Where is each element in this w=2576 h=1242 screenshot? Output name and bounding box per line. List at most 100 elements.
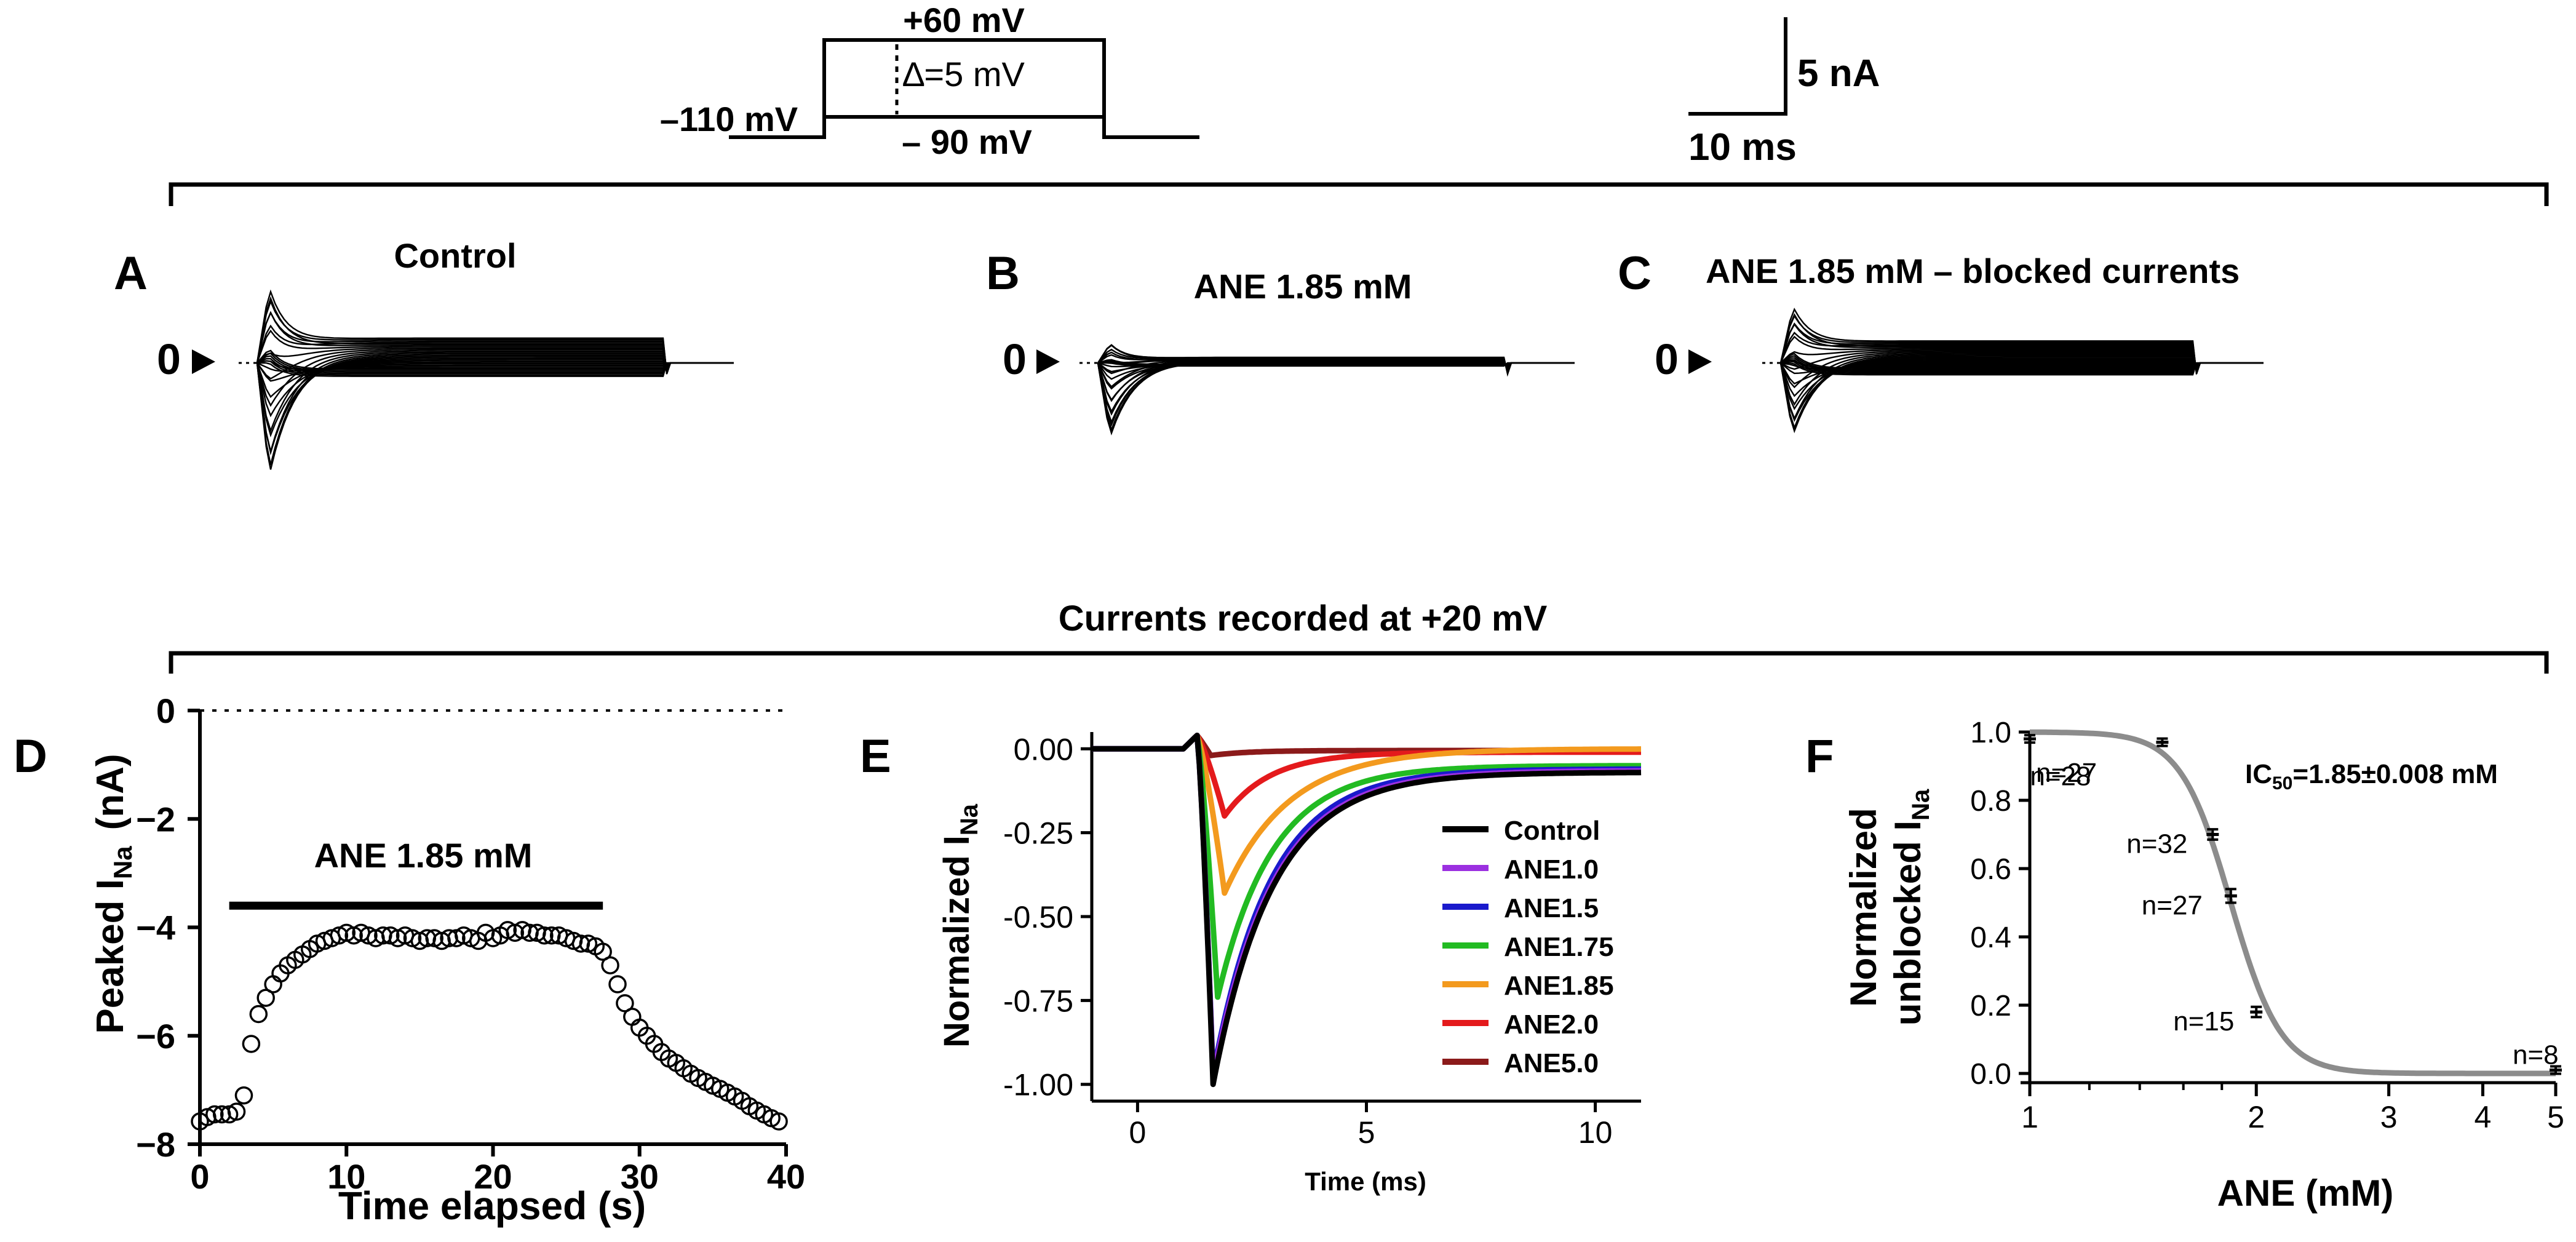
trace-c-trace	[1779, 335, 2264, 375]
trace-b-trace	[1097, 360, 1575, 434]
trace-c-trace	[1779, 354, 2264, 421]
zero-arrow-b	[1036, 349, 1060, 374]
panel-b-title: ANE 1.85 mM	[1194, 267, 1412, 306]
zero-marker-a: 0	[157, 335, 215, 383]
chart-f-xlabel: ANE (mM)	[2217, 1172, 2394, 1214]
chart-f: Normalized unblocked INa ANE (mM) IC50=1…	[1843, 717, 2564, 1214]
chart-d-xtick-label: 30	[621, 1157, 659, 1196]
scale-bar-current: 5 nA	[1797, 52, 1880, 95]
chart-e-legend-label: ANE1.5	[1504, 893, 1599, 923]
trace-c-trace	[1779, 355, 2264, 430]
panel-letter-d: D	[14, 730, 47, 782]
chart-f-ytick-label: 0.0	[1970, 1058, 2011, 1091]
chart-f-n-label: n=27	[2142, 890, 2203, 920]
chart-d-point	[594, 942, 612, 961]
trace-c-trace	[1779, 357, 2264, 431]
chart-f-n-label: n=27	[2036, 758, 2097, 788]
chart-e-ylabel-sub: Na	[956, 803, 983, 835]
chart-f-xtick-label: 5	[2547, 1100, 2564, 1134]
chart-f-ylabel-line2-main: unblocked I	[1887, 821, 1928, 1025]
chart-d-ytick-label: 0	[156, 691, 175, 730]
trace-c-trace	[1780, 355, 2264, 371]
chart-d-point	[608, 975, 627, 993]
trace-c-trace	[1781, 362, 2264, 376]
chart-d-point	[769, 1112, 788, 1131]
chart-f-ytick-label: 0.2	[1970, 990, 2011, 1022]
trace-c-trace	[1780, 350, 2264, 373]
panel-letter-f: F	[1805, 730, 1834, 782]
chart-d-point	[249, 1005, 268, 1024]
zero-label-c: 0	[1655, 335, 1679, 383]
chart-f-n-label: n=28	[2030, 762, 2091, 792]
traces-panel-b	[1079, 344, 1575, 436]
chart-f-n-label: n=8	[2513, 1040, 2559, 1070]
chart-d-xtick-label: 20	[474, 1157, 512, 1196]
trace-c-trace	[1780, 360, 2264, 375]
trace-a-trace	[256, 350, 734, 407]
trace-c-trace	[1779, 351, 2264, 389]
chart-d-point	[242, 1035, 261, 1053]
chart-e-ytick-label: -1.00	[1003, 1068, 1073, 1102]
chart-f-xtick-label: 3	[2380, 1100, 2398, 1134]
scale-bar-lines	[1688, 17, 1787, 116]
chart-d-ylabel-main: Peaked I	[89, 879, 132, 1034]
trace-a-trace	[256, 348, 734, 380]
trace-a-trace	[256, 357, 734, 466]
protocol-label-step: ∆=5 mV	[903, 55, 1025, 94]
bracket-bottom	[169, 651, 2549, 674]
chart-f-xtick-label: 4	[2475, 1100, 2492, 1134]
trace-c-trace	[1779, 352, 2264, 406]
traces-panel-a	[239, 289, 734, 470]
trace-b-trace	[1097, 359, 1575, 416]
chart-f-xtick-label: 2	[2248, 1100, 2265, 1134]
trace-a-trace	[256, 299, 734, 374]
trace-a-trace	[256, 311, 734, 375]
chart-d-annotation: ANE 1.85 mM	[314, 836, 533, 875]
chart-d-point	[535, 926, 554, 945]
bracket-top	[169, 182, 2549, 206]
chart-d-point	[616, 994, 634, 1013]
trace-a-trace	[256, 354, 734, 466]
trace-a-trace	[256, 356, 734, 470]
chart-d-xlabel: Time elapsed (s)	[338, 1184, 646, 1228]
zero-label-b: 0	[1003, 335, 1027, 383]
chart-f-xtick-label: 1	[2021, 1100, 2038, 1134]
chart-f-annotation: IC50=1.85±0.008 mM	[2245, 759, 2498, 794]
chart-d-point	[601, 956, 619, 974]
chart-f-ylabel-sub: Na	[1907, 789, 1934, 821]
trace-b-trace	[1097, 361, 1575, 424]
panel-letter-e: E	[860, 730, 891, 782]
trace-b-trace	[1097, 344, 1575, 377]
trace-a-trace	[256, 351, 734, 433]
trace-a-trace	[256, 360, 734, 376]
trace-a-trace	[256, 289, 734, 375]
trace-b-trace	[1097, 361, 1575, 432]
chart-e-legend-label: ANE5.0	[1504, 1048, 1599, 1078]
chart-f-annotation-sub: 50	[2272, 773, 2292, 794]
chart-d-ytick-label: −4	[136, 909, 175, 947]
chart-d-ylabel-sub: Na	[108, 846, 137, 879]
trace-c-trace	[1780, 349, 2264, 374]
trace-a-trace	[256, 358, 734, 375]
trace-a-trace	[256, 352, 734, 455]
scale-bar: 5 nA 10 ms	[1688, 17, 1880, 169]
scale-bar-time: 10 ms	[1688, 126, 1797, 169]
chart-e-xtick-label: 10	[1578, 1115, 1613, 1150]
chart-d-ytick-label: −2	[136, 800, 175, 838]
chart-d-point	[256, 989, 275, 1007]
chart-f-ytick-label: 1.0	[1970, 717, 2011, 749]
zero-arrow-a	[192, 349, 215, 374]
zero-arrow-c	[1688, 349, 1712, 374]
trace-a-trace	[256, 355, 734, 373]
trace-c-trace	[1779, 322, 2264, 374]
chart-e-ylabel: Normalized INa	[937, 803, 983, 1048]
chart-f-fit-curve	[2030, 729, 2556, 1077]
chart-f-n-label: n=32	[2126, 829, 2187, 859]
chart-e-legend-label: ANE1.85	[1504, 971, 1614, 1001]
chart-f-n-label: n=15	[2173, 1006, 2234, 1037]
trace-b-trace	[1097, 362, 1575, 413]
chart-f-ytick-label: 0.6	[1970, 853, 2011, 886]
trace-c-trace	[1779, 332, 2264, 373]
chart-f-ytick-label: 0.8	[1970, 785, 2011, 818]
trace-a-trace	[256, 352, 734, 372]
